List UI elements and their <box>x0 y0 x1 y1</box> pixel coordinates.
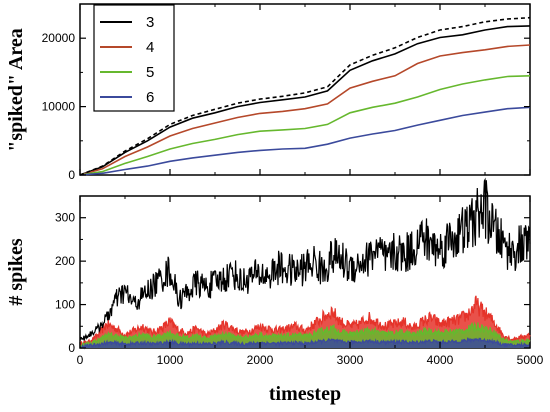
y-tick-label: 100 <box>55 298 75 312</box>
legend-box <box>93 4 175 112</box>
bottom-panel: 0 100 200 300 0 1000 2000 3000 4000 5000 # spike… <box>5 177 544 405</box>
series-line-4 <box>79 44 531 176</box>
series-line-5 <box>79 321 531 349</box>
y-tick-label: 0 <box>68 168 75 182</box>
y-tick-label: 0 <box>68 341 75 355</box>
y-tick-label: 200 <box>55 254 75 268</box>
top-panel: 0 10000 20000 "spiked" Area 3 4 5 6 <box>5 3 531 182</box>
series-line-3 <box>79 177 531 342</box>
x-tick-label: 1000 <box>157 353 184 367</box>
bottom-y-axis-label: # spikes <box>5 238 27 305</box>
legend-label-3: 3 <box>146 14 154 31</box>
series-line-dashed-4 <box>79 16 531 176</box>
legend-label-6: 6 <box>146 89 154 106</box>
top-series-group <box>79 16 531 176</box>
y-tick-label: 10000 <box>42 100 76 114</box>
x-tick-label: 2000 <box>247 353 274 367</box>
legend-label-5: 5 <box>146 64 154 81</box>
legend-label-4: 4 <box>146 39 154 56</box>
y-tick-label: 20000 <box>42 31 76 45</box>
top-y-axis-label: "spiked" Area <box>5 28 27 152</box>
x-axis-label: timestep <box>269 383 341 405</box>
bottom-series-group <box>79 177 531 350</box>
x-tick-label: 4000 <box>427 353 454 367</box>
series-line-6 <box>79 106 531 176</box>
series-line-4 <box>79 295 531 346</box>
series-line-6 <box>79 337 531 350</box>
y-tick-label: 300 <box>55 211 75 225</box>
x-tick-label: 0 <box>77 353 84 367</box>
series-line-5 <box>79 75 531 176</box>
bottom-y-ticks: 0 100 200 300 <box>55 211 530 355</box>
top-y-ticks: 0 10000 20000 <box>42 31 530 182</box>
x-tick-label: 3000 <box>337 353 364 367</box>
series-line-3 <box>79 25 531 176</box>
legend-items: 3 4 5 6 <box>100 14 154 106</box>
x-tick-label: 5000 <box>517 353 544 367</box>
legend: 3 4 5 6 <box>93 4 175 112</box>
bottom-x-ticks: 0 1000 2000 3000 4000 5000 <box>77 196 544 367</box>
